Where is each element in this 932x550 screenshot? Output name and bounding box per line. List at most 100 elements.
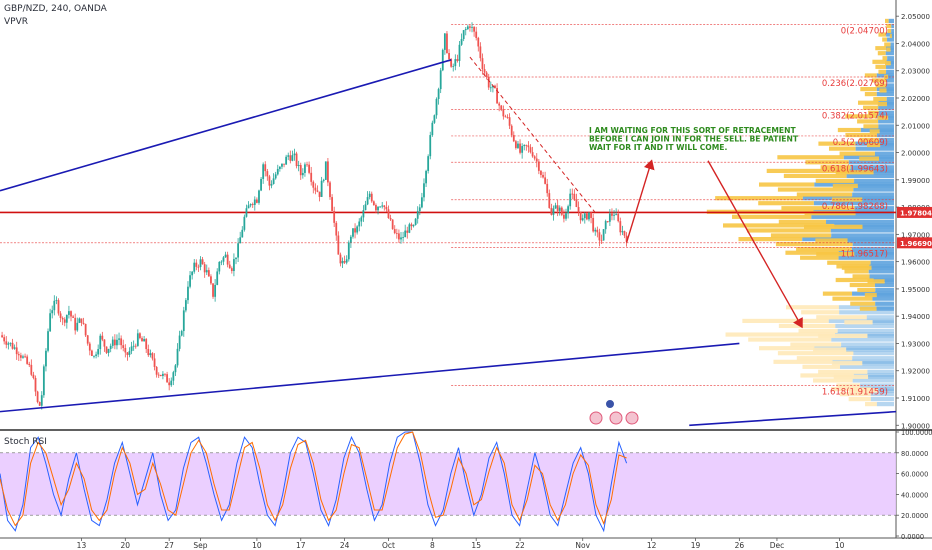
fib-level-label: 0.5(2.00609)	[833, 138, 888, 148]
candle-body	[569, 193, 572, 207]
candle-body	[402, 237, 404, 238]
rsi-axis-label: 100.0000	[901, 429, 932, 437]
candle-body	[3, 337, 6, 342]
candle-body	[207, 270, 210, 277]
candle-body	[30, 364, 33, 375]
volume-profile-bar-buy	[869, 274, 894, 279]
candle-body	[32, 374, 35, 378]
volume-profile-bar-buy	[854, 252, 894, 257]
projection-arrow-down	[707, 160, 803, 329]
candle-body	[93, 355, 95, 357]
candle-body	[230, 268, 233, 272]
candle-body	[285, 156, 288, 165]
volume-profile-bar-sell	[777, 155, 844, 160]
candle-body	[611, 213, 613, 216]
volume-profile-bar-buy	[875, 287, 894, 293]
candle-body	[103, 339, 106, 347]
volume-profile-bar-sell	[790, 342, 842, 347]
candle-body	[166, 374, 168, 383]
volume-profile-bar-buy	[830, 228, 894, 233]
candle-body	[588, 212, 590, 220]
volume-profile-bar-sell	[844, 320, 873, 325]
volume-profile-bar-sell	[845, 132, 877, 138]
candle-body	[130, 346, 133, 352]
candle-body	[199, 259, 202, 268]
candle-body	[107, 348, 110, 353]
candle-body	[366, 197, 369, 205]
time-axis-label: 15	[471, 541, 481, 550]
volume-profile-bar-sell	[770, 233, 832, 238]
candle-body	[164, 373, 166, 375]
volume-profile-bar-sell	[796, 247, 852, 252]
economic-event-icon	[609, 411, 623, 425]
volume-profile-bar-sell	[886, 47, 891, 52]
candle-body	[314, 187, 317, 191]
candle-body	[358, 221, 361, 227]
candle-body	[327, 161, 329, 183]
candle-body	[88, 343, 91, 351]
time-axis-label: Oct	[382, 541, 395, 550]
candle-body	[437, 89, 440, 99]
candle-body	[443, 33, 446, 50]
volume-profile-bar-buy	[854, 206, 894, 211]
volume-profile-bar-sell	[738, 237, 803, 242]
candle-body	[80, 318, 83, 323]
volume-profile-bar-buy	[870, 397, 894, 402]
candle-body	[435, 98, 438, 116]
price-marker-badge	[897, 206, 932, 218]
volume-profile-bar-buy	[886, 97, 894, 102]
candle-body	[567, 206, 569, 214]
candle-body	[95, 354, 97, 356]
candle-body	[364, 204, 367, 211]
volume-profile-bar-buy	[857, 183, 894, 189]
volume-profile-bar-buy	[853, 187, 894, 192]
time-axis-label: 13	[77, 541, 87, 550]
candle-body	[544, 177, 547, 184]
candle-body	[360, 217, 363, 222]
price-axis-label: 1.99000	[901, 177, 930, 185]
volume-profile-bar-buy	[886, 78, 894, 83]
candle-body	[556, 205, 559, 211]
volume-profile-bar-sell	[715, 196, 803, 201]
candle-body	[454, 59, 457, 67]
candle-body	[563, 214, 565, 219]
volume-profile-bar-buy	[866, 315, 894, 320]
candle-body	[237, 243, 239, 258]
price-axis-label: 2.05000	[901, 13, 930, 21]
time-axis-label: 26	[735, 541, 745, 550]
candle-body	[460, 39, 463, 45]
candle-body	[191, 271, 194, 276]
candle-body	[9, 342, 12, 344]
volume-profile-bar-sell	[869, 129, 880, 134]
volume-profile-bar-sell	[785, 250, 839, 255]
volume-profile-bar-buy	[887, 56, 894, 61]
volume-profile-bar-sell	[778, 219, 827, 224]
volume-profile-bar-buy	[852, 242, 894, 247]
volume-profile-bar-buy	[878, 105, 894, 110]
volume-profile-bar-sell	[875, 83, 887, 88]
volume-profile-bar-sell	[833, 374, 869, 379]
candle-body	[604, 221, 607, 230]
volume-profile-bar-buy	[890, 47, 894, 52]
candle-body	[349, 236, 352, 243]
candle-body	[299, 165, 302, 176]
volume-profile-bar-sell	[796, 356, 853, 361]
time-axis-label: 10	[835, 541, 845, 550]
candle-body	[458, 44, 461, 61]
time-axis-label: Nov	[575, 541, 590, 550]
candle-body	[462, 30, 465, 40]
volume-profile-bar-buy	[891, 33, 894, 39]
candle-body	[441, 49, 444, 71]
volume-profile-bar-sell	[822, 291, 853, 296]
candle-body	[393, 229, 396, 234]
candle-body	[253, 199, 256, 205]
candle-body	[55, 300, 58, 301]
candle-body	[404, 230, 407, 238]
price-axis-label: 2.02000	[901, 95, 930, 103]
candle-body	[525, 144, 528, 146]
stoch-rsi-series-2	[0, 431, 627, 527]
candle-body	[22, 356, 24, 358]
volume-profile-bar-buy	[876, 132, 894, 138]
candle-body	[625, 235, 628, 242]
